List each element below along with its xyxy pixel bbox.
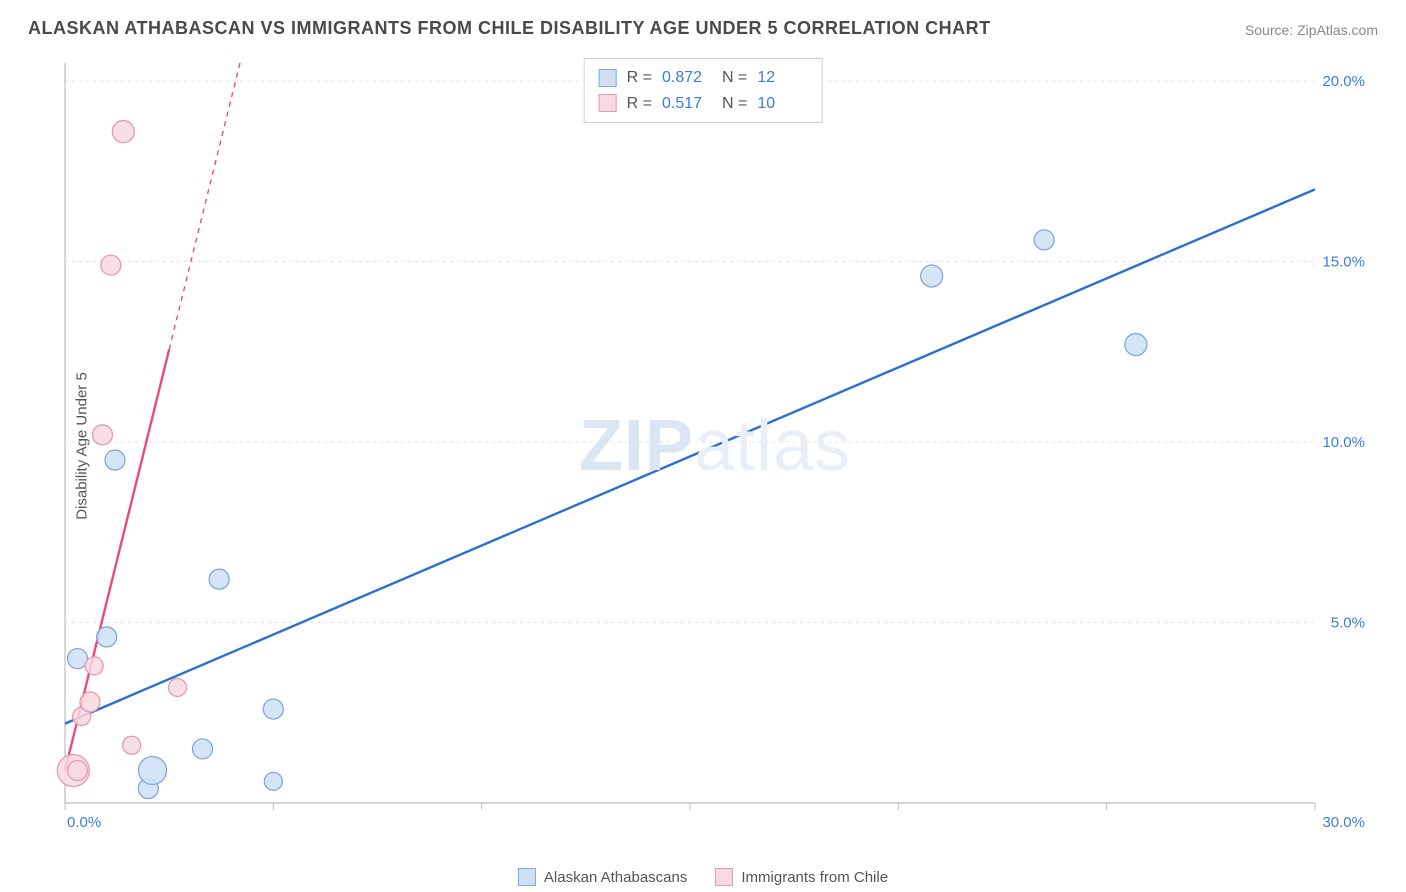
regression-line [65,189,1315,723]
n-value: 10 [757,91,807,117]
y-tick-label: 5.0% [1331,615,1365,632]
plot-area: ZIPatlas 5.0%10.0%15.0%20.0%0.0%30.0% [55,55,1375,845]
data-point [1034,230,1054,250]
legend-series-label: Alaskan Athabascans [544,869,687,886]
x-tick-label: 0.0% [67,814,101,831]
r-value: 0.517 [662,91,712,117]
legend-swatch [715,868,733,886]
legend-series-item: Alaskan Athabascans [518,868,687,886]
data-point [123,736,141,754]
y-tick-label: 20.0% [1322,73,1365,90]
data-point [105,450,125,470]
source-attribution: Source: ZipAtlas.com [1245,22,1378,38]
data-point [264,772,282,790]
data-point [1125,334,1147,356]
r-label: R = [627,91,652,117]
n-label: N = [722,91,747,117]
chart-title: ALASKAN ATHABASCAN VS IMMIGRANTS FROM CH… [28,18,991,39]
r-label: R = [627,65,652,91]
data-point [101,255,121,275]
chart-svg: 5.0% 10.0% 15.0% 20.0% 0.0% 30.0% [55,55,1375,845]
n-value: 12 [757,65,807,91]
data-point [68,761,88,781]
legend-series-item: Immigrants from Chile [715,868,888,886]
legend-stats-box: R = 0.872 N = 12 R = 0.517 N = 10 [584,58,823,123]
n-label: N = [722,65,747,91]
data-point [97,627,117,647]
data-point [80,692,100,712]
legend-stats-row: R = 0.517 N = 10 [599,91,808,117]
data-point [921,265,943,287]
data-point [112,121,134,143]
regression-line-extrapolated [169,63,240,349]
y-tick-label: 10.0% [1322,434,1365,451]
data-point [139,757,167,785]
data-point [169,678,187,696]
legend-series-label: Immigrants from Chile [741,869,888,886]
data-point [68,649,88,669]
legend-stats-row: R = 0.872 N = 12 [599,65,808,91]
data-point [85,657,103,675]
data-point [209,569,229,589]
y-tick-label: 15.0% [1322,254,1365,271]
data-point [93,425,113,445]
legend-swatch [599,94,617,112]
data-point [263,699,283,719]
legend-swatch [518,868,536,886]
legend-series: Alaskan Athabascans Immigrants from Chile [518,868,888,886]
r-value: 0.872 [662,65,712,91]
data-point [193,739,213,759]
x-tick-label: 30.0% [1322,814,1365,831]
legend-swatch [599,69,617,87]
